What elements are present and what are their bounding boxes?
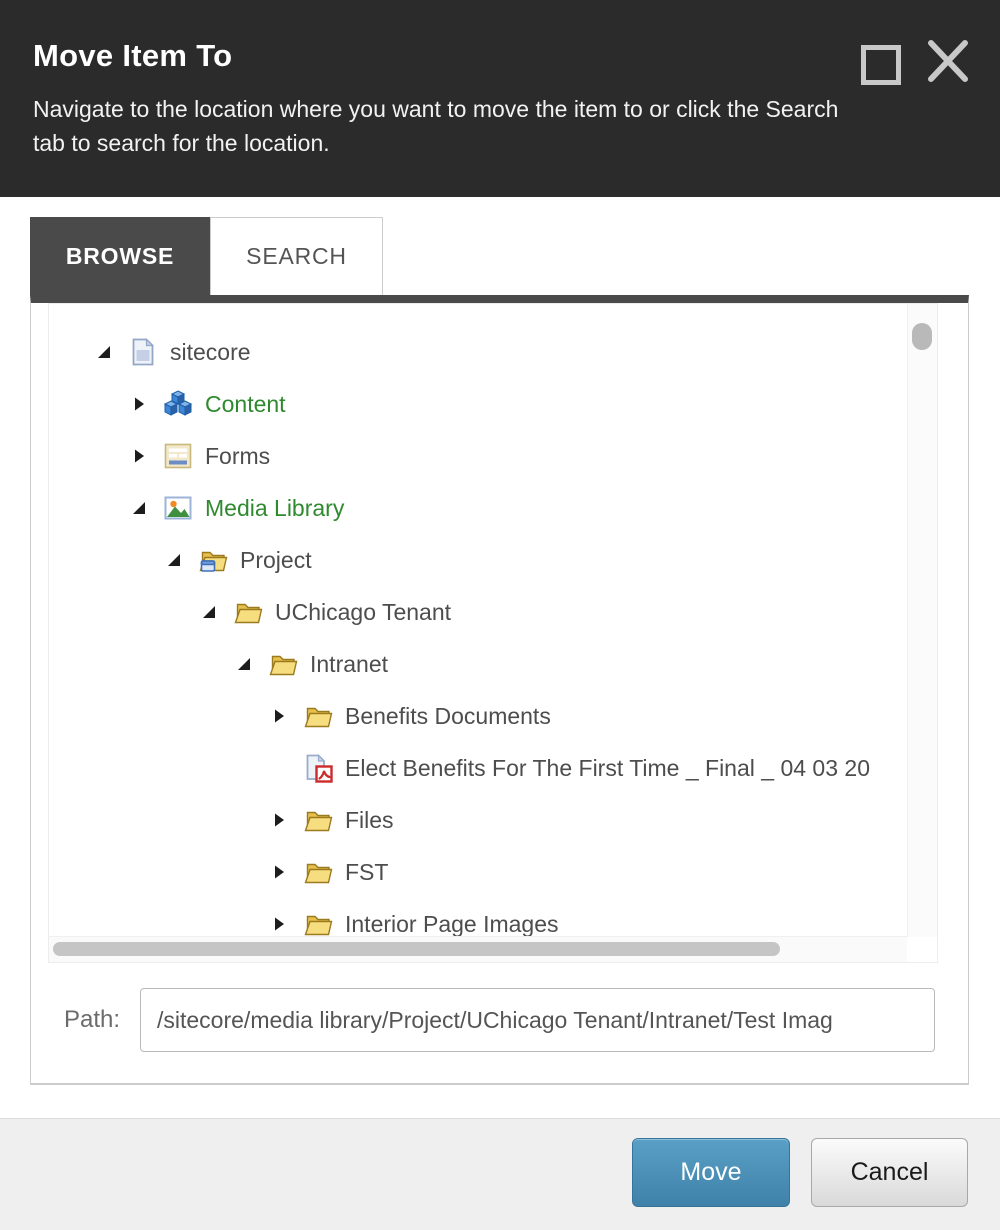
media-image-icon [163, 493, 193, 523]
tree-item[interactable]: Media Library [49, 482, 907, 534]
tree-indent [49, 560, 166, 561]
maximize-icon[interactable] [861, 45, 901, 85]
tree-indent [49, 664, 236, 665]
tree-scroll-area: sitecore Content Forms Media Library [48, 303, 938, 963]
content-cubes-icon [163, 389, 193, 419]
tree-item-label[interactable]: Forms [205, 442, 271, 469]
dialog-subtitle: Navigate to the location where you want … [33, 96, 839, 156]
tab-search-label: SEARCH [246, 243, 347, 269]
tree-item[interactable]: Content [49, 378, 907, 430]
folder-icon [303, 701, 333, 731]
tree-item[interactable]: Interior Page Images [49, 898, 907, 937]
tree-indent [49, 768, 271, 769]
tree-indent [49, 612, 201, 613]
collapse-arrow-icon[interactable] [131, 500, 147, 516]
tree-item[interactable]: Intranet [49, 638, 907, 690]
tree-indent [49, 872, 271, 873]
tree-indent [49, 404, 131, 405]
tree-item[interactable]: Elect Benefits For The First Time _ Fina… [49, 742, 907, 794]
tree-item[interactable]: Project [49, 534, 907, 586]
dialog-footer: Move Cancel [0, 1118, 1000, 1230]
tree-item-label[interactable]: FST [345, 858, 389, 885]
close-icon[interactable] [925, 39, 971, 83]
tree-item[interactable]: Forms [49, 430, 907, 482]
path-input[interactable] [140, 988, 935, 1052]
tree-indent [49, 820, 271, 821]
folder-icon [233, 597, 263, 627]
no-expander [271, 760, 287, 776]
collapse-arrow-icon[interactable] [201, 604, 217, 620]
folder-icon [303, 909, 333, 937]
cancel-button[interactable]: Cancel [811, 1138, 968, 1207]
collapse-arrow-icon[interactable] [166, 552, 182, 568]
move-button[interactable]: Move [632, 1138, 790, 1207]
tree-item-label[interactable]: sitecore [170, 338, 251, 365]
collapse-arrow-icon[interactable] [236, 656, 252, 672]
tree-item-label[interactable]: UChicago Tenant [275, 598, 452, 625]
tab-browse[interactable]: BROWSE [30, 217, 210, 295]
tree-item-label[interactable]: Files [345, 806, 394, 833]
folder-icon [303, 805, 333, 835]
tree-indent [49, 456, 131, 457]
tree-item[interactable]: UChicago Tenant [49, 586, 907, 638]
tree-indent [49, 508, 131, 509]
tree-item-label[interactable]: Intranet [310, 650, 388, 677]
tree-item-label[interactable]: Content [205, 390, 286, 417]
expand-arrow-icon[interactable] [271, 708, 287, 724]
dialog-header: Move Item To Navigate to the location wh… [0, 0, 1000, 197]
tree-item[interactable]: Files [49, 794, 907, 846]
tab-browse-label: BROWSE [65, 242, 175, 269]
folder-icon [268, 649, 298, 679]
tree-indent [49, 716, 271, 717]
document-icon [128, 337, 158, 367]
tree-item[interactable]: Benefits Documents [49, 690, 907, 742]
folder-app-icon [198, 545, 228, 575]
tree-item[interactable]: FST [49, 846, 907, 898]
cancel-button-label: Cancel [850, 1158, 929, 1186]
tree-item-label[interactable]: Interior Page Images [345, 910, 559, 937]
expand-arrow-icon[interactable] [271, 916, 287, 932]
path-label: Path: [64, 1006, 121, 1033]
dialog-title: Move Item To [33, 38, 233, 73]
pdf-icon [303, 753, 333, 783]
vertical-scrollbar-thumb[interactable] [912, 323, 932, 350]
tree-item[interactable]: sitecore [49, 326, 907, 378]
folder-icon [303, 857, 333, 887]
vertical-scrollbar-track [907, 304, 937, 937]
tree-item-label[interactable]: Project [240, 546, 312, 573]
expand-arrow-icon[interactable] [271, 864, 287, 880]
horizontal-scrollbar-thumb[interactable] [53, 942, 780, 956]
move-button-label: Move [680, 1158, 742, 1186]
content-tree: sitecore Content Forms Media Library [49, 304, 907, 937]
collapse-arrow-icon[interactable] [96, 344, 112, 360]
expand-arrow-icon[interactable] [271, 812, 287, 828]
expand-arrow-icon[interactable] [131, 448, 147, 464]
tree-item-label[interactable]: Elect Benefits For The First Time _ Fina… [345, 754, 870, 781]
tree-item-label[interactable]: Media Library [205, 494, 345, 521]
tab-search[interactable]: SEARCH [210, 217, 383, 295]
form-icon [163, 441, 193, 471]
expand-arrow-icon[interactable] [131, 396, 147, 412]
tree-indent [49, 924, 271, 925]
tree-indent [49, 352, 96, 353]
horizontal-scrollbar-track [49, 936, 907, 962]
tree-item-label[interactable]: Benefits Documents [345, 702, 551, 729]
